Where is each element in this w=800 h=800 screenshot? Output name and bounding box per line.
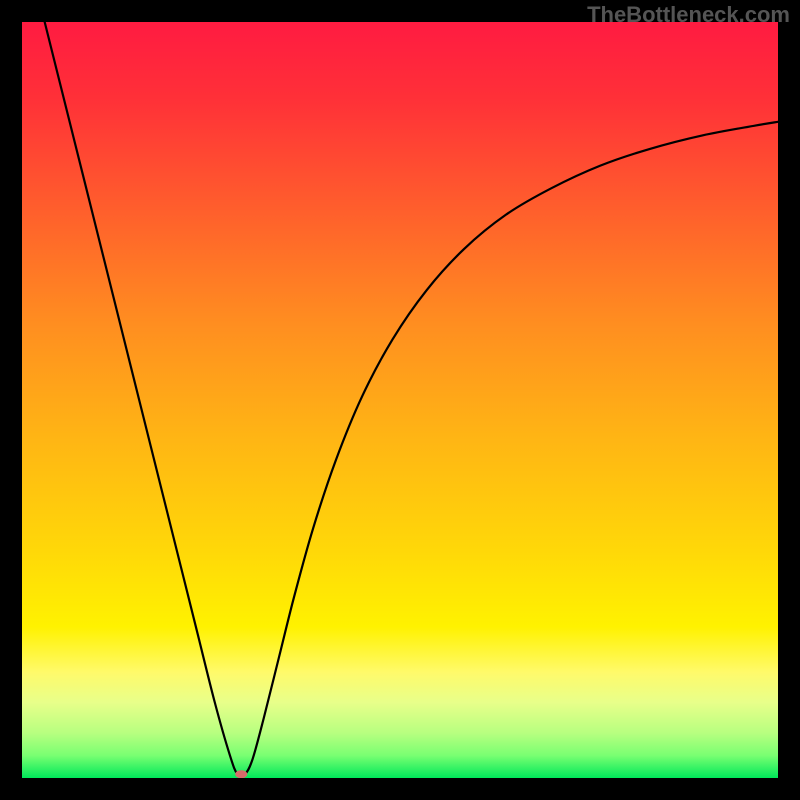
gradient-background (22, 22, 778, 778)
minimum-marker (235, 770, 247, 778)
plot-svg (22, 22, 778, 778)
chart-frame: TheBottleneck.com (0, 0, 800, 800)
plot-area (22, 22, 778, 778)
